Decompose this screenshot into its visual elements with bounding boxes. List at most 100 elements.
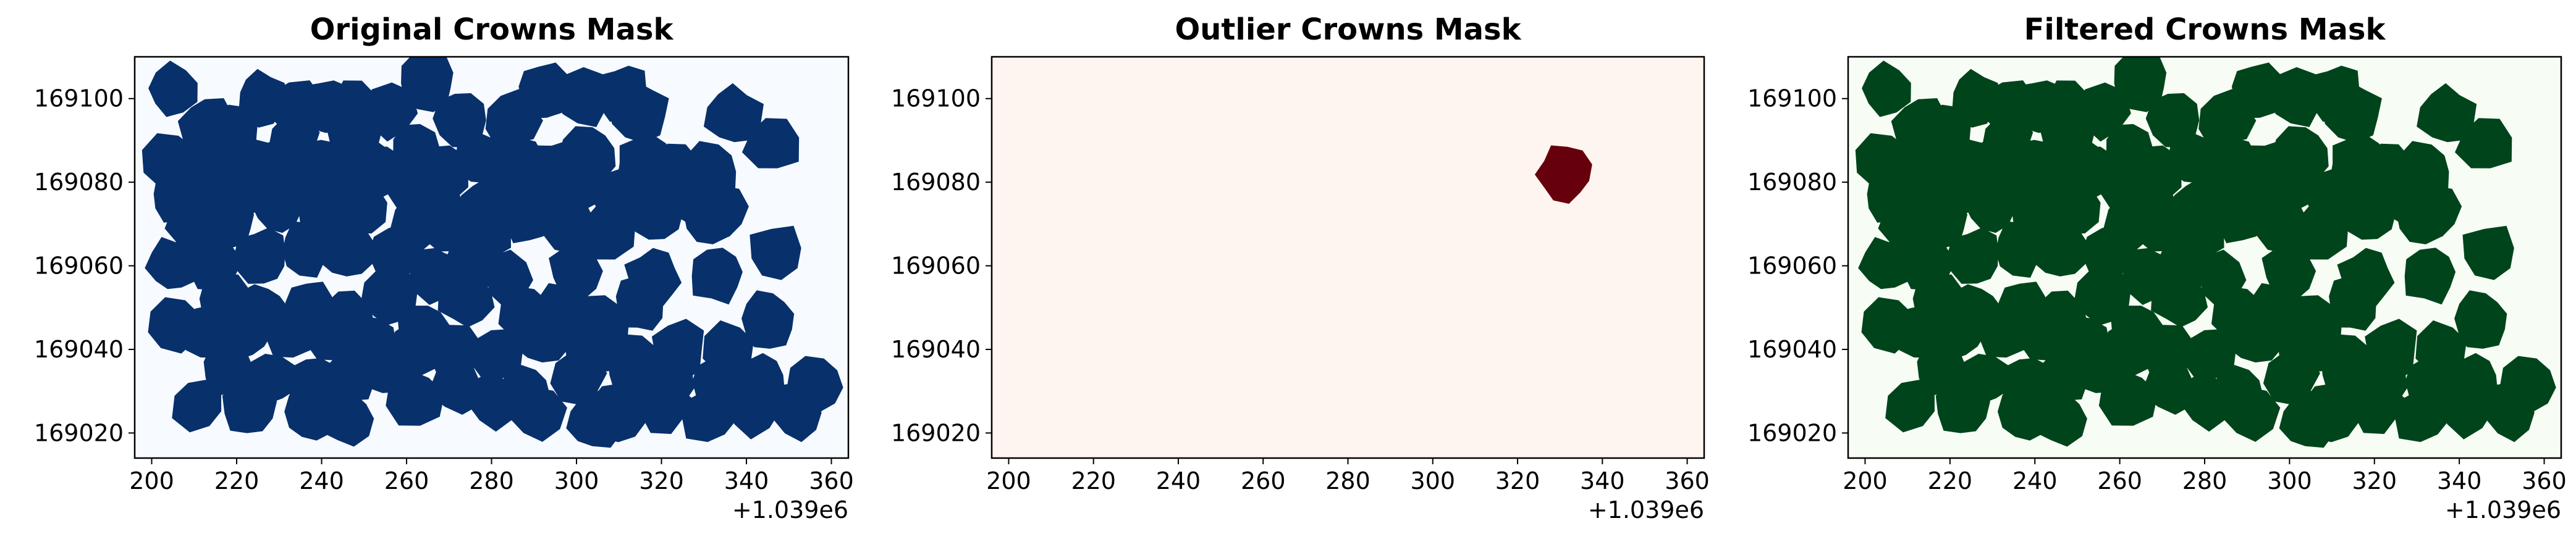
crown-polygon: [1962, 180, 2015, 233]
crown-polygon: [741, 290, 795, 349]
crown-polygon: [682, 388, 739, 442]
crown-polygon: [750, 225, 801, 280]
x-tick-label: 240: [2012, 467, 2058, 494]
x-tick-label: 320: [2352, 467, 2397, 494]
crowns-layer: [1534, 145, 1592, 204]
x-tick-label: 320: [639, 467, 684, 494]
y-tick-label: 169040: [34, 336, 124, 363]
crown-polygon: [581, 204, 636, 260]
crown-polygon: [1947, 227, 1999, 284]
x-tick-label: 220: [1928, 467, 1973, 494]
crown-polygon: [2037, 348, 2089, 401]
y-tick-label: 169080: [891, 169, 981, 196]
y-tick-label: 169020: [1747, 419, 1837, 446]
crown-polygon: [145, 236, 196, 290]
chart-title: Filtered Crowns Mask: [2024, 12, 2386, 47]
x-tick-label: 300: [2267, 467, 2312, 494]
crown-polygon: [589, 383, 649, 443]
crown-polygon: [323, 348, 376, 401]
y-tick-label: 169080: [1747, 169, 1837, 196]
crowns-layer: [141, 57, 843, 448]
crown-polygon: [703, 83, 764, 143]
crown-polygon: [321, 386, 374, 447]
x-tick-label: 200: [1843, 467, 1888, 494]
crown-polygon: [2329, 275, 2379, 331]
y-tick-label: 169100: [891, 85, 981, 112]
crown-polygon: [2396, 187, 2453, 244]
x-tick-label: 280: [2182, 467, 2228, 494]
crown-polygon: [234, 227, 285, 284]
crown-polygon: [263, 302, 313, 358]
x-tick-label: 300: [1410, 467, 1455, 494]
chart-title: Original Crowns Mask: [310, 12, 674, 47]
crown-polygon: [741, 118, 800, 169]
x-tick-label: 260: [1241, 467, 1286, 494]
crown-polygon: [2417, 83, 2477, 143]
crown-polygon: [2231, 62, 2286, 119]
crown-polygon: [386, 370, 445, 426]
crown-polygon: [724, 376, 780, 440]
crown-polygon: [2462, 225, 2514, 280]
x-tick-label: 200: [986, 467, 1031, 494]
crown-polygon: [319, 219, 376, 277]
panel-1: 200 220 240 260 280 300 320 340 360 169020 169040 1…: [34, 12, 854, 524]
crown-polygon: [437, 269, 495, 328]
x-offset-label: +1.039e6: [732, 496, 848, 524]
x-tick-label: 360: [809, 467, 854, 494]
x-tick-label: 260: [2097, 467, 2142, 494]
y-tick-label: 169100: [1747, 85, 1837, 112]
crown-polygon: [2226, 306, 2284, 363]
crown-polygon: [2098, 370, 2158, 426]
crown-polygon: [2454, 290, 2507, 349]
y-tick-label: 169040: [1747, 336, 1837, 363]
crown-polygon: [1976, 302, 2026, 358]
x-tick-label: 300: [554, 467, 599, 494]
crown-polygon: [2221, 387, 2281, 442]
crown-polygon: [222, 381, 277, 433]
x-tick-label: 240: [1156, 467, 1201, 494]
crown-polygon: [2114, 57, 2167, 112]
crown-polygon: [508, 387, 567, 442]
crown-polygon: [518, 62, 573, 119]
crown-polygon: [1858, 236, 1910, 290]
x-tick-label: 260: [384, 467, 429, 494]
crown-polygon: [464, 375, 520, 432]
x-tick-label: 280: [1325, 467, 1370, 494]
x-offset-label: +1.039e6: [1588, 496, 1704, 524]
crown-polygon: [2181, 328, 2237, 379]
crown-polygon: [401, 57, 454, 112]
x-tick-label: 360: [2522, 467, 2567, 494]
x-tick-label: 220: [214, 467, 260, 494]
x-tick-label: 220: [1071, 467, 1116, 494]
crown-polygon: [1935, 381, 1990, 433]
crown-polygon: [2438, 376, 2493, 440]
crown-polygon: [2499, 356, 2556, 411]
crown-polygon: [691, 248, 743, 305]
crown-polygon: [2035, 386, 2087, 447]
x-tick-label: 280: [469, 467, 514, 494]
crown-polygon: [513, 306, 570, 363]
x-tick-label: 320: [1495, 467, 1540, 494]
crown-polygon: [610, 82, 669, 143]
crown-polygon: [2081, 224, 2135, 277]
crown-polygon: [468, 328, 523, 379]
crown-polygon: [623, 186, 683, 240]
crown-polygon: [368, 224, 421, 277]
crown-polygon: [172, 380, 222, 433]
crown-polygon: [1885, 380, 1935, 433]
crown-polygon: [1917, 340, 1967, 396]
panel-2: 200 220 240 260 280 300 320 340 360 169020 169040 1…: [891, 12, 1710, 524]
y-tick-label: 169100: [34, 85, 124, 112]
y-tick-label: 169060: [891, 252, 981, 280]
crown-polygon: [2323, 82, 2382, 143]
crown-polygon: [2455, 118, 2512, 169]
x-offset-label: +1.039e6: [2445, 496, 2561, 524]
y-tick-label: 169020: [34, 419, 124, 446]
x-tick-label: 360: [1665, 467, 1710, 494]
crown-polygon: [148, 61, 198, 117]
crown-polygon: [2303, 383, 2362, 443]
crown-polygon: [2177, 375, 2233, 432]
crown-polygon: [250, 180, 302, 233]
y-tick-label: 169040: [891, 336, 981, 363]
